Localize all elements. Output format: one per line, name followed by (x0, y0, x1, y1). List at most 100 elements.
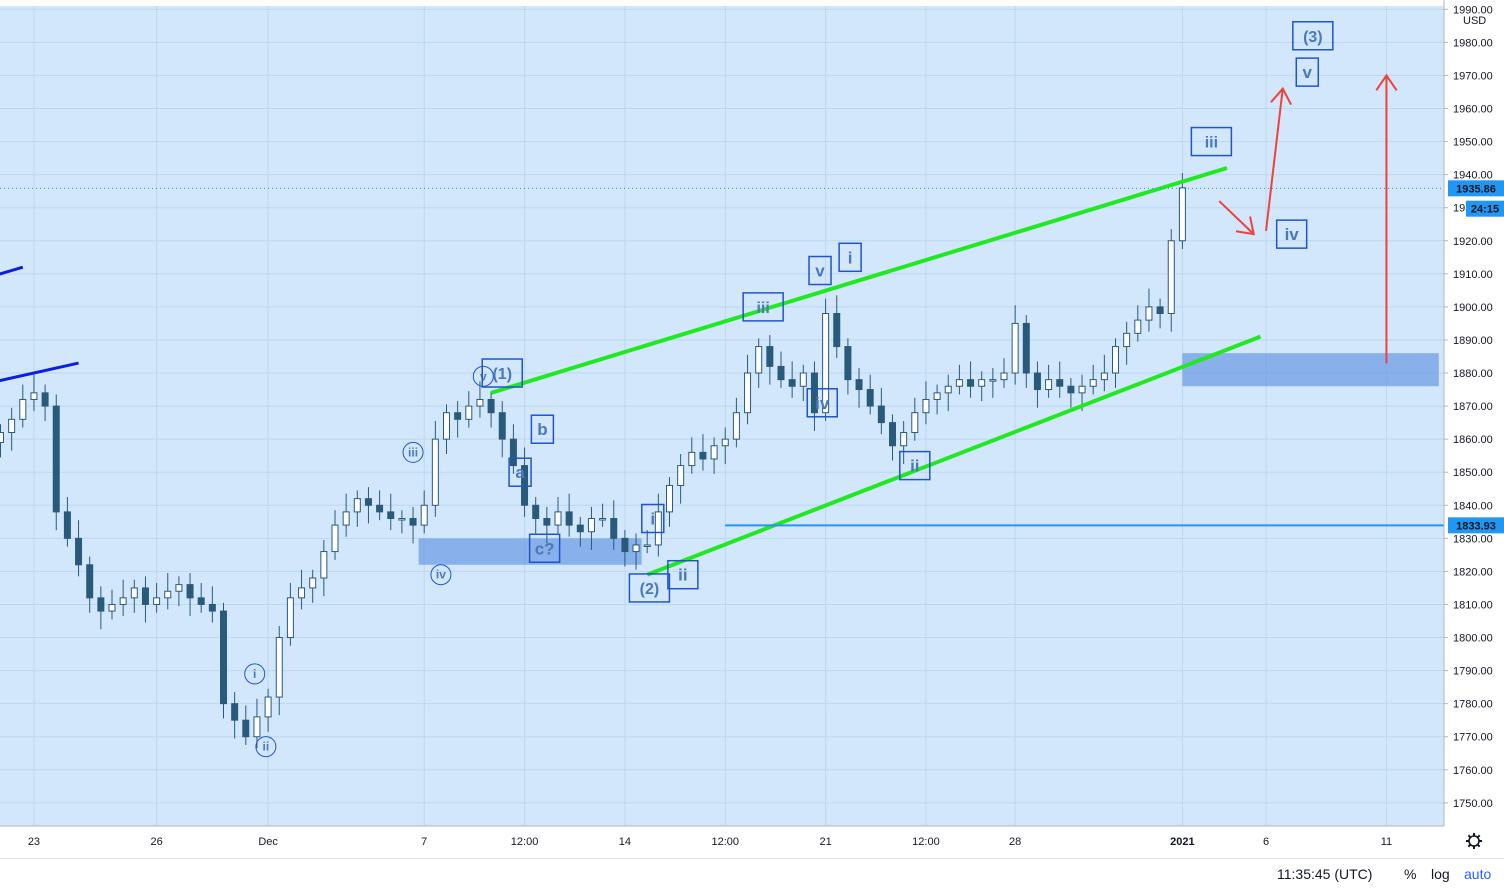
wave-label-box (481, 358, 523, 388)
wave-label-text: iv (436, 568, 446, 582)
candle-body (766, 346, 774, 367)
price-tick-label: 1870.00 (1453, 401, 1493, 413)
candle-body (309, 577, 317, 589)
wave-label-text: iv (1285, 225, 1300, 244)
gear-icon[interactable] (1466, 833, 1482, 849)
candle-body (532, 504, 540, 520)
price-tick-label: 1810.00 (1453, 599, 1493, 611)
wave-label-text: (1) (492, 366, 512, 383)
candle-body (52, 405, 60, 513)
candle-body (1100, 372, 1108, 381)
wave-label-text: (2) (640, 581, 660, 598)
gear-tooth (1467, 843, 1472, 848)
candle-body (889, 422, 896, 447)
target-arrow (1218, 200, 1256, 236)
candle-body (253, 716, 261, 738)
percent-scale-toggle[interactable]: % (1404, 866, 1417, 882)
price-axis-background (1444, 0, 1504, 826)
gear-tooth (1476, 834, 1481, 839)
candle-body (1022, 322, 1030, 374)
price-tick-label: 1860.00 (1453, 434, 1493, 446)
candle-body (1089, 379, 1097, 387)
trend-line (0, 361, 79, 383)
price-tick-label: 1830.00 (1453, 533, 1493, 545)
candle-body (788, 379, 796, 387)
price-tick-label: 1840.00 (1453, 500, 1493, 512)
candle-body (1067, 385, 1075, 394)
wave-label-box (1295, 57, 1320, 87)
price-tick-label: 1940.00 (1453, 170, 1493, 182)
auto-scale-toggle[interactable]: auto (1464, 866, 1492, 882)
target-arrow-shaft (1218, 200, 1255, 235)
price-tick-label: 1850.00 (1453, 467, 1493, 479)
candle-body (1167, 240, 1175, 315)
candle-body (1156, 306, 1164, 314)
wave-label-circle (255, 736, 277, 758)
candle-body (454, 412, 462, 420)
wave-label: b (530, 414, 555, 444)
candle-body (755, 346, 763, 374)
price-tick-label: 1920.00 (1453, 236, 1493, 248)
wave-label-box (530, 414, 555, 444)
price-tick-label: 1950.00 (1453, 137, 1493, 149)
wave-label-text: c? (535, 539, 555, 558)
candle-body (220, 610, 227, 705)
candle-body (465, 405, 473, 420)
candle-body (130, 587, 138, 599)
price-tick-label: 1780.00 (1453, 699, 1493, 711)
candle-body (19, 398, 27, 420)
candle-body (63, 511, 71, 539)
log-scale-toggle[interactable]: log (1431, 866, 1450, 882)
candle-body (1056, 379, 1064, 387)
candle-body (587, 518, 595, 533)
candle-body (1045, 379, 1053, 391)
candle-body (286, 597, 294, 639)
candle-body (877, 405, 885, 424)
wave-label-circle (244, 663, 266, 685)
candle-body (1178, 187, 1186, 242)
price-badge-label: 24:15 (1471, 204, 1499, 216)
wave-label: c? (528, 533, 561, 564)
price-tick-label: 1960.00 (1453, 104, 1493, 116)
gear-tooth (1476, 843, 1481, 848)
candle-body (197, 597, 205, 605)
wave-label-text: i (650, 510, 655, 529)
wave-label-circle (402, 441, 424, 463)
time-tick-label: 2021 (1170, 836, 1194, 848)
candle-body (1000, 372, 1008, 381)
time-tick-label: 12:00 (912, 836, 940, 848)
price-tick-label: 1880.00 (1453, 368, 1493, 380)
candle-body (0, 432, 4, 443)
price-tick-label: 1970.00 (1453, 70, 1493, 82)
candle-body (565, 511, 573, 526)
candle-body (8, 418, 16, 434)
price-tick-label: 1990.00 (1453, 4, 1493, 16)
wave-label-box (1292, 21, 1334, 51)
wave-label: iii (402, 441, 424, 463)
price-tick-label: 1890.00 (1453, 335, 1493, 347)
wave-label-box (1190, 126, 1233, 157)
status-bar: 11:35:45 (UTC) % log auto (0, 858, 1504, 895)
time-tick-label: 14 (619, 836, 631, 848)
time-tick-label: 23 (28, 836, 40, 848)
candle-body (487, 398, 495, 414)
wave-label-text: v (480, 369, 487, 383)
candle-body (777, 365, 785, 381)
time-tick-label: 26 (150, 836, 162, 848)
candle-body (699, 451, 707, 460)
wave-label: i (641, 503, 665, 534)
candle-body (922, 398, 930, 414)
target-arrow-head (1270, 86, 1292, 106)
wave-label-text: v (815, 262, 825, 281)
wave-label: iii (742, 292, 784, 322)
wave-label-box (806, 388, 839, 418)
candle-body (264, 696, 272, 718)
candle-body (231, 703, 239, 721)
price-badge (1466, 200, 1504, 217)
time-tick-label: 28 (1009, 836, 1021, 848)
plot-background (0, 0, 1444, 826)
candle-body (108, 603, 116, 612)
wave-label: (3) (1292, 21, 1334, 51)
